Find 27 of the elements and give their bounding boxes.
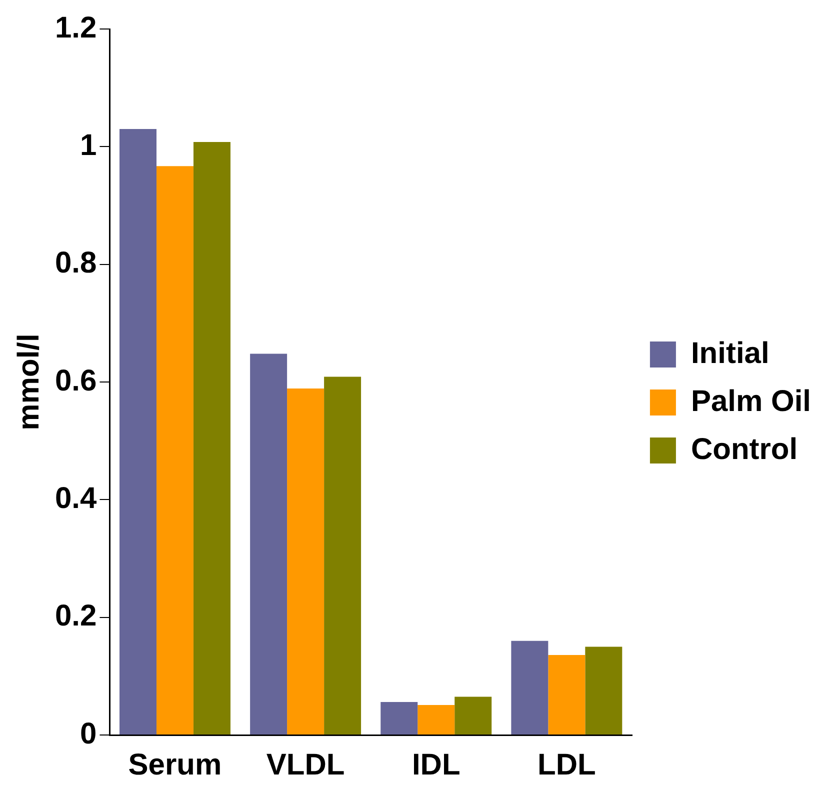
legend-label: Palm Oil: [690, 384, 812, 418]
y-axis-title: mmol/l: [12, 334, 46, 430]
y-tick-label: 0.2: [54, 600, 97, 633]
bar: [454, 696, 492, 734]
x-tick-label: VLDL: [266, 748, 345, 782]
bar: [585, 646, 622, 734]
legend-label: Initial: [690, 336, 770, 370]
y-tick-label: 1.2: [54, 11, 97, 44]
y-tick-label: 1: [80, 128, 97, 162]
bar: [193, 142, 230, 734]
y-tick-label: 0.8: [54, 246, 97, 280]
bar: [156, 166, 194, 734]
x-tick-label: Serum: [128, 748, 222, 782]
bar: [250, 354, 288, 734]
x-tick-label: IDL: [412, 748, 460, 782]
legend-label: Control: [690, 432, 798, 466]
bar: [548, 654, 586, 734]
bar: [119, 129, 156, 734]
bar: [380, 702, 418, 734]
y-tick-label: 0: [80, 717, 97, 750]
y-tick-label: 0.4: [54, 482, 98, 515]
y-tick-label: 0.6: [54, 364, 97, 398]
bar: [511, 640, 548, 734]
bar: [324, 376, 362, 734]
x-tick-label: LDL: [538, 748, 596, 782]
bar: [287, 388, 324, 734]
bar: [418, 704, 455, 734]
